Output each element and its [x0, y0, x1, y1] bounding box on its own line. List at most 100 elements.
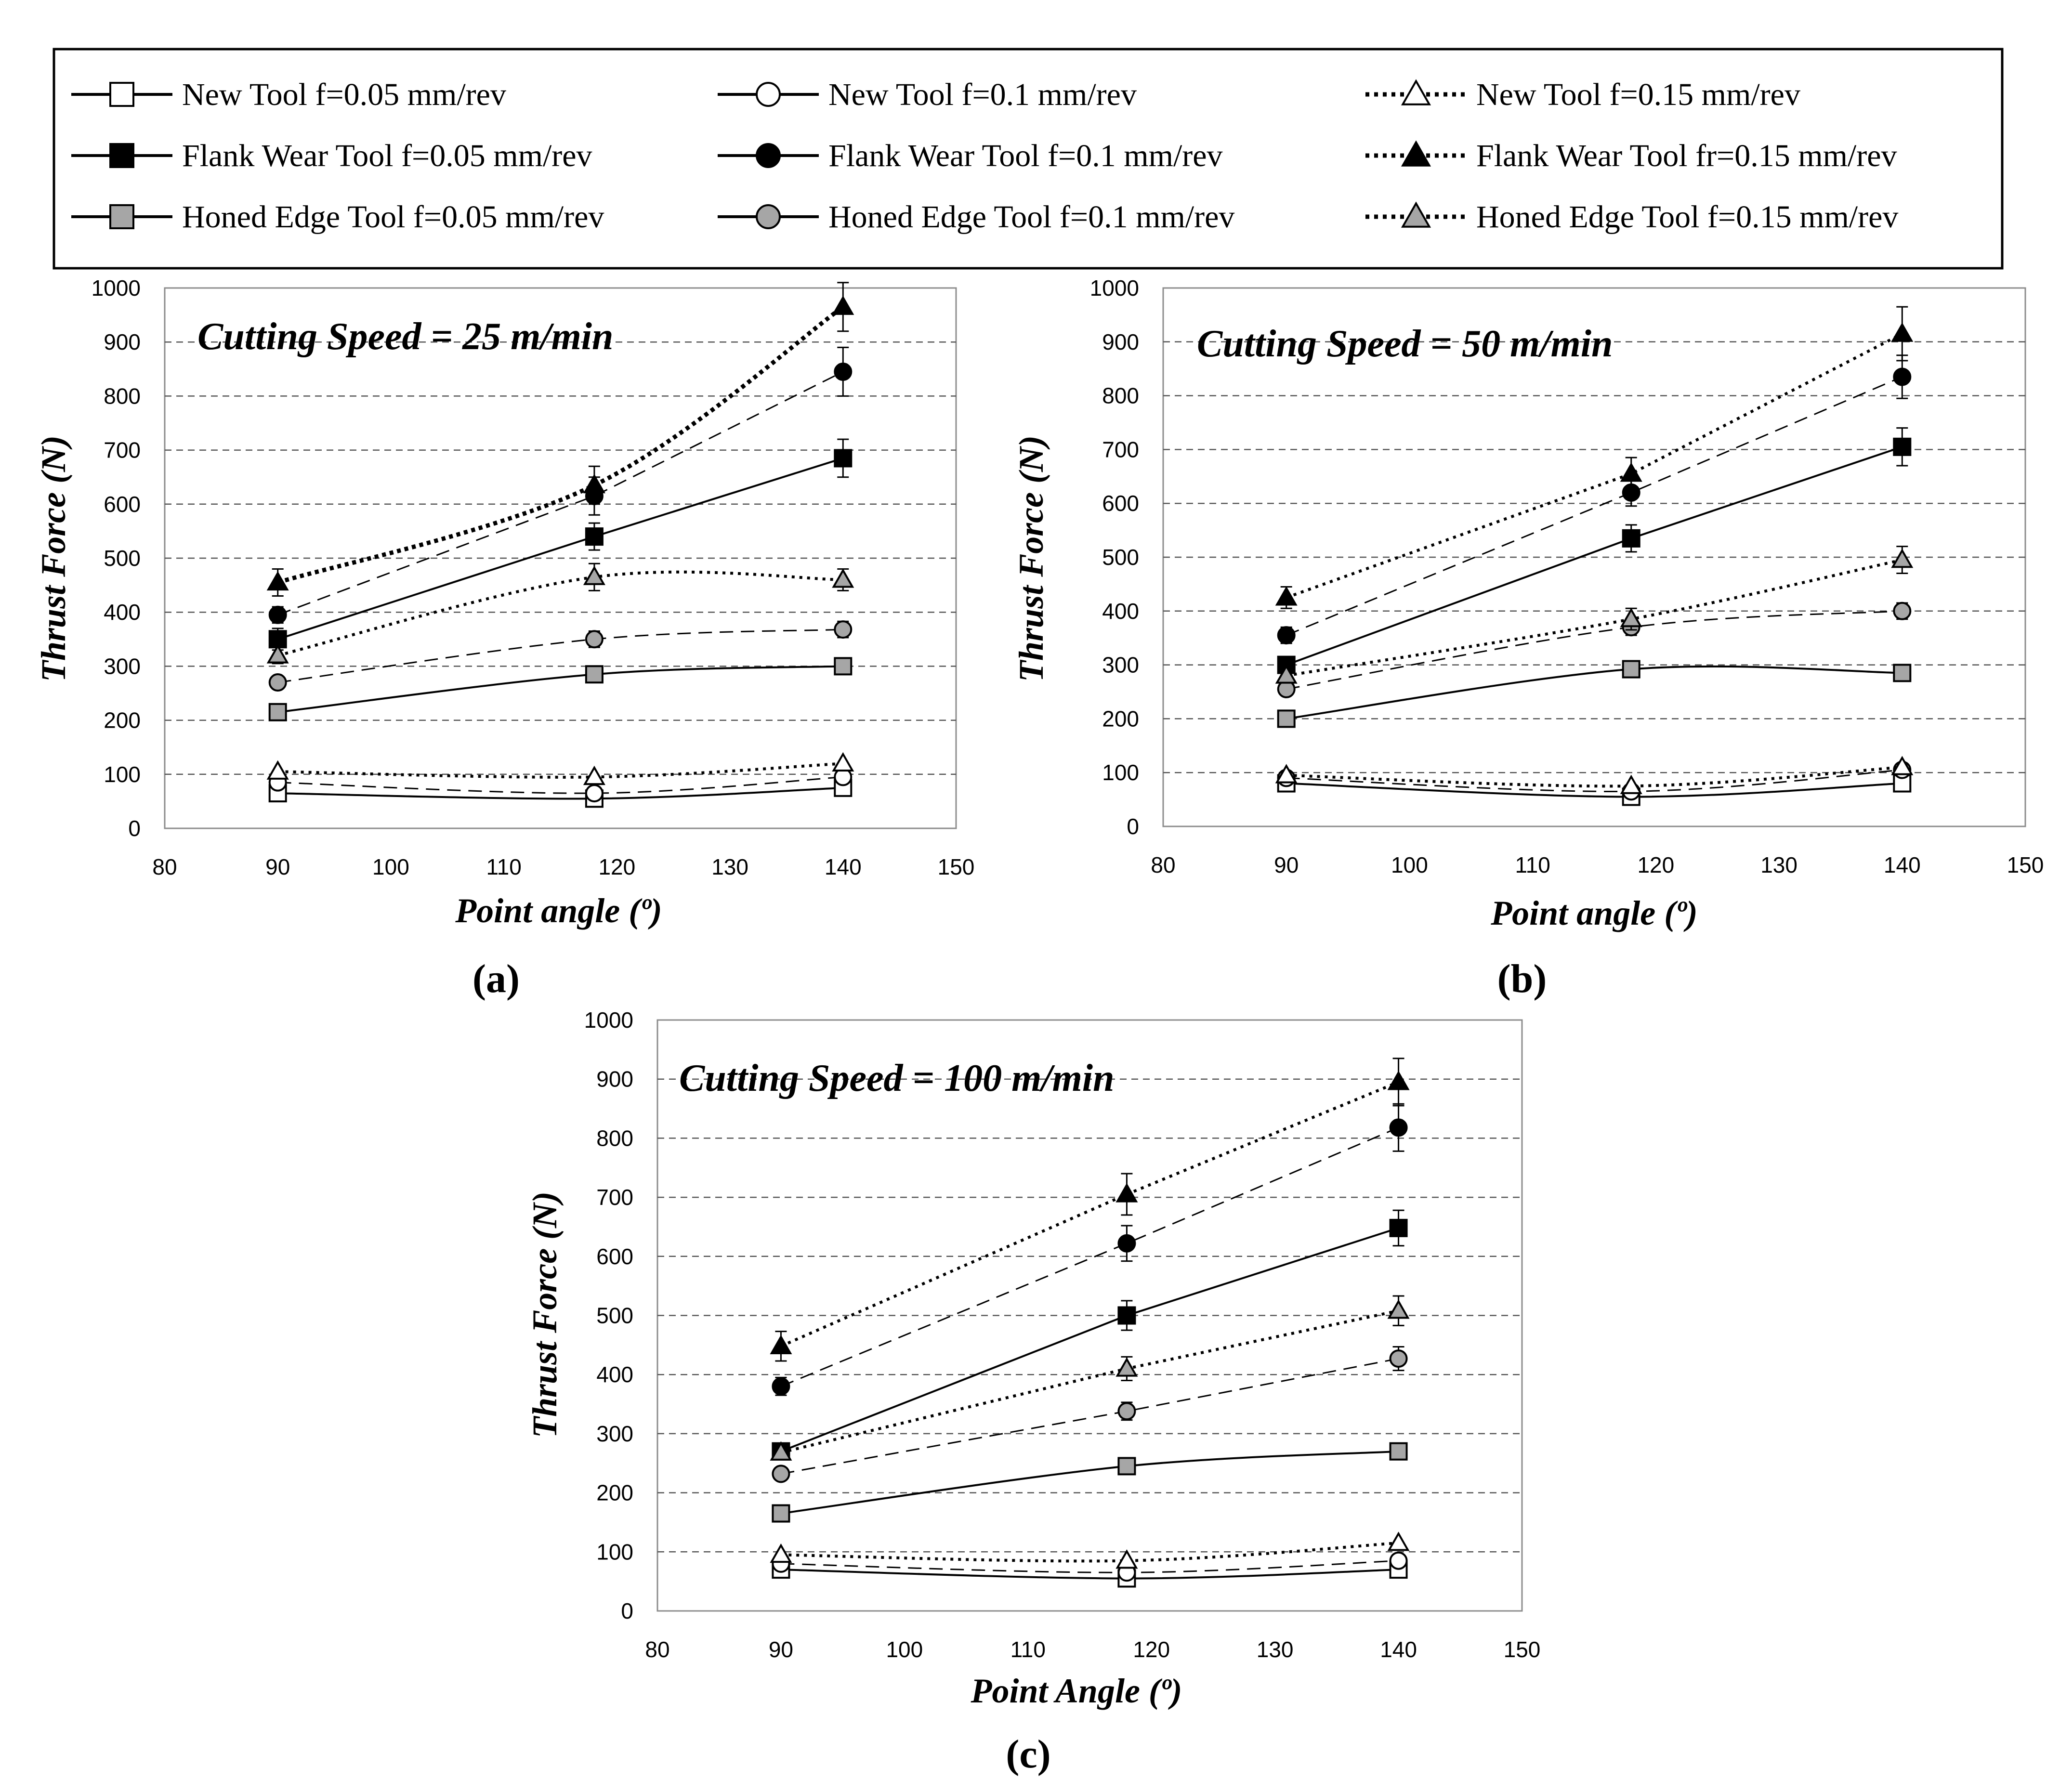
x-tick-label: 80 — [152, 854, 177, 879]
data-point-circle — [1389, 1349, 1408, 1368]
data-point-square — [1622, 660, 1640, 679]
series-new-tool-f-0-15-mm-rev — [266, 752, 854, 785]
x-tick-label: 120 — [1637, 852, 1674, 877]
series-flank-wear-tool-f-0-1-mm-rev — [1277, 354, 1912, 645]
data-point-square — [1117, 1457, 1136, 1476]
x-axis-title: Point Angle (º) — [971, 1672, 1182, 1710]
data-point-triangle — [1387, 1531, 1410, 1551]
series-honed-edge-tool-f-0-1-mm-rev — [772, 1346, 1408, 1483]
data-point-triangle — [1891, 322, 1914, 342]
legend-label: Honed Edge Tool f=0.1 mm/rev — [828, 199, 1234, 235]
x-tick-label: 100 — [1391, 852, 1428, 877]
series-flank-wear-tool-f-0-1-mm-rev — [772, 1103, 1408, 1396]
y-tick-label: 400 — [596, 1362, 633, 1387]
x-tick-label: 120 — [598, 854, 635, 879]
series-flank-wear-tool-fr-0-15-mm-rev — [266, 282, 854, 597]
y-tick-label: 900 — [596, 1067, 633, 1092]
legend-entry-honed-edge-tool-f-0-15-mm-rev: Honed Edge Tool f=0.15 mm/rev — [1365, 199, 1898, 235]
series-honed-edge-tool-f-0-1-mm-rev — [268, 620, 853, 692]
legend-entry-new-tool-f-0-1-mm-rev: New Tool f=0.1 mm/rev — [718, 77, 1137, 112]
legend-marker-square — [109, 82, 134, 107]
x-tick-label: 110 — [486, 854, 521, 879]
series-honed-edge-tool-f-0-1-mm-rev — [1277, 602, 1912, 698]
x-tick-label: 140 — [1380, 1637, 1417, 1662]
chart-panel-a: 0 100 200 300 400 500 600 700 800 900 1000 80 90 100 1… — [34, 275, 974, 1001]
x-tick-label: 90 — [1274, 852, 1299, 877]
legend-marker-triangle — [1401, 201, 1431, 228]
y-tick-label: 900 — [104, 329, 141, 354]
data-point-triangle — [1620, 607, 1642, 628]
data-point-circle — [268, 673, 287, 692]
y-tick-label: 1000 — [92, 275, 141, 301]
chart-panel-c: 0 100 200 300 400 500 600 700 800 900 1000 80 90 100 1… — [525, 1007, 1540, 1777]
data-point-triangle — [1275, 586, 1298, 606]
y-tick-label: 300 — [1102, 653, 1139, 678]
data-point-square — [1893, 664, 1912, 682]
series-flank-wear-tool-f-0-05-mm-rev — [268, 438, 853, 651]
legend-label: New Tool f=0.15 mm/rev — [1476, 77, 1800, 112]
data-point-square — [772, 1504, 790, 1523]
y-axis-title: Thrust Force (N) — [525, 1191, 564, 1438]
panel-label: (b) — [1497, 956, 1547, 1001]
data-point-square — [1389, 1442, 1408, 1461]
data-point-triangle — [770, 1543, 792, 1563]
x-tick-label: 120 — [1133, 1637, 1170, 1662]
y-tick-label: 100 — [596, 1539, 633, 1564]
data-point-circle — [772, 1377, 790, 1396]
y-tick-label: 900 — [1102, 329, 1139, 354]
data-point-square — [1389, 1218, 1408, 1237]
x-tick-label: 130 — [1257, 1637, 1294, 1662]
legend-label: Flank Wear Tool f=0.05 mm/rev — [182, 138, 592, 173]
y-tick-label: 700 — [1102, 437, 1139, 462]
x-tick-label: 80 — [1151, 852, 1175, 877]
x-tick-label: 130 — [711, 854, 748, 879]
x-tick-label: 80 — [645, 1637, 669, 1662]
data-point-triangle — [1115, 1183, 1138, 1203]
data-point-triangle — [832, 568, 854, 588]
x-axis-title: Point angle (º) — [455, 891, 662, 930]
legend-entry-flank-wear-tool-f-0-1-mm-rev: Flank Wear Tool f=0.1 mm/rev — [718, 138, 1223, 173]
y-tick-label: 700 — [596, 1185, 633, 1210]
series-new-tool-f-0-15-mm-rev — [1275, 756, 1914, 794]
x-axis-title: Point angle (º) — [1490, 894, 1698, 932]
data-point-triangle — [1620, 774, 1642, 794]
data-point-circle — [834, 620, 853, 639]
series-honed-edge-tool-f-0-15-mm-rev — [770, 1295, 1410, 1461]
data-point-circle — [1893, 367, 1912, 386]
y-tick-label: 800 — [596, 1125, 633, 1151]
data-point-triangle — [1115, 1549, 1138, 1569]
data-point-square — [834, 657, 853, 676]
data-point-square — [268, 703, 287, 721]
legend-marker-circle — [756, 82, 781, 107]
data-point-triangle — [266, 644, 289, 664]
data-point-triangle — [1891, 756, 1914, 775]
data-point-circle — [772, 1465, 790, 1483]
y-axis-title: Thrust Force (N) — [1012, 435, 1050, 682]
data-point-circle — [1117, 1402, 1136, 1421]
data-point-triangle — [583, 565, 605, 585]
series-line — [277, 371, 843, 616]
data-point-triangle — [1387, 1071, 1410, 1090]
legend-entry-new-tool-f-0-15-mm-rev: New Tool f=0.15 mm/rev — [1365, 77, 1800, 112]
data-point-triangle — [583, 473, 605, 494]
data-point-circle — [1117, 1234, 1136, 1253]
series-honed-edge-tool-f-0-15-mm-rev — [266, 562, 854, 665]
data-point-triangle — [266, 760, 289, 780]
panel-label: (a) — [472, 956, 520, 1001]
data-point-square — [1893, 437, 1912, 456]
legend-label: Honed Edge Tool f=0.15 mm/rev — [1476, 199, 1898, 235]
x-tick-label: 150 — [2007, 852, 2044, 877]
y-tick-label: 300 — [104, 654, 141, 679]
data-point-triangle — [832, 752, 854, 772]
series-honed-edge-tool-f-0-15-mm-rev — [1275, 546, 1914, 684]
data-point-circle — [1893, 602, 1912, 620]
legend-marker-square — [109, 143, 134, 168]
x-tick-label: 140 — [825, 854, 862, 879]
series-line — [277, 776, 843, 794]
panel-label: (c) — [1006, 1732, 1050, 1777]
y-tick-label: 200 — [1102, 706, 1139, 731]
legend-entry-honed-edge-tool-f-0-1-mm-rev: Honed Edge Tool f=0.1 mm/rev — [718, 199, 1234, 235]
y-tick-label: 500 — [1102, 545, 1139, 570]
legend-label: Flank Wear Tool fr=0.15 mm/rev — [1476, 138, 1897, 173]
x-tick-label: 140 — [1884, 852, 1921, 877]
